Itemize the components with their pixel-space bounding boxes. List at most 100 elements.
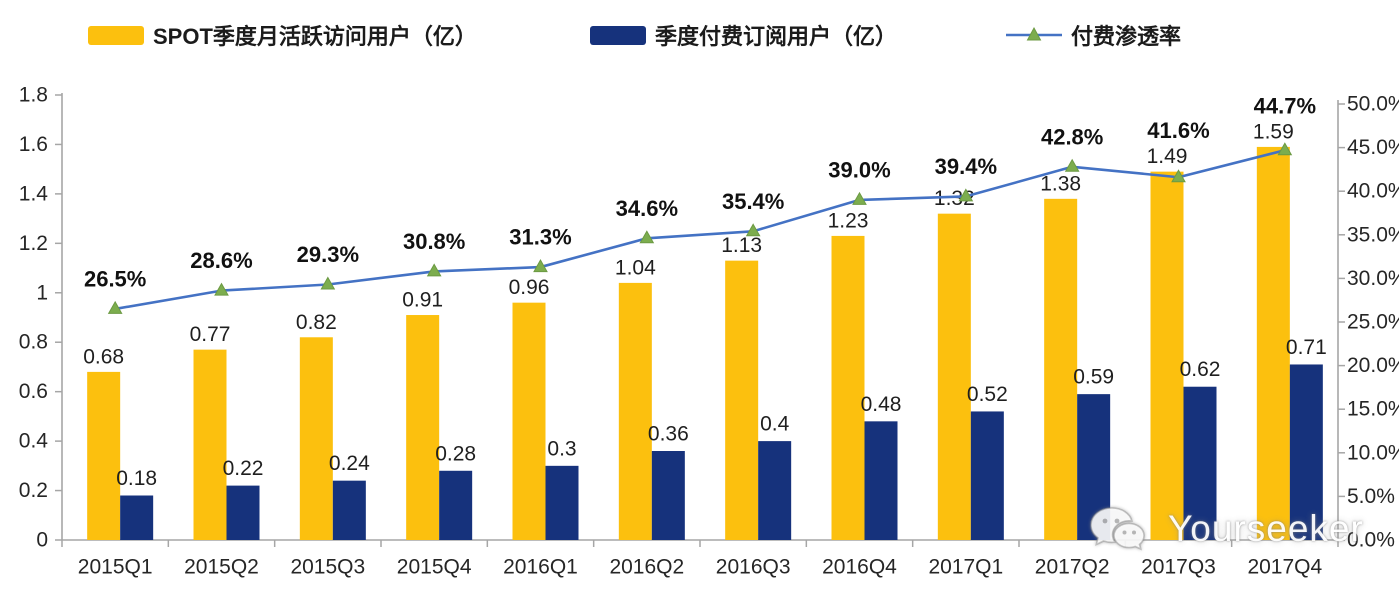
- bar-subscribers-2015Q4: [439, 470, 473, 540]
- x-axis-label: 2015Q1: [78, 556, 153, 579]
- penetration-marker-2015Q3: [320, 276, 336, 290]
- bar-subscribers-2015Q1: [120, 495, 154, 540]
- bar-subscribers-2016Q1: [545, 465, 579, 540]
- bar-mau-2016Q2: [618, 282, 652, 540]
- penetration-marker-2016Q4: [852, 191, 867, 205]
- mau-value-label: 0.96: [509, 276, 550, 299]
- penetration-marker-2017Q1: [958, 188, 974, 202]
- bar-subscribers-2017Q4: [1289, 364, 1323, 540]
- subscribers-value-label: 0.52: [967, 383, 1008, 406]
- mau-value-label: 0.77: [190, 323, 231, 346]
- right-axis-tick-label: 50.0%: [1347, 93, 1399, 116]
- penetration-marker-2015Q2: [214, 282, 229, 296]
- penetration-percent-label: 39.4%: [935, 154, 997, 179]
- penetration-marker-2015Q1: [107, 300, 123, 314]
- left-axis-tick-label: 1.6: [19, 133, 48, 156]
- subscribers-value-label: 0.48: [861, 393, 902, 416]
- bar-subscribers-2015Q3: [332, 480, 366, 540]
- mau-legend-swatch: [88, 25, 144, 45]
- left-axis-tick-label: 1.4: [19, 182, 49, 205]
- penetration-percent-label: 31.3%: [509, 225, 571, 250]
- bar-mau-2015Q1: [87, 371, 121, 540]
- x-axis-label: 2016Q1: [503, 556, 578, 579]
- right-axis-tick-label: 35.0%: [1347, 223, 1399, 246]
- left-axis-tick-label: 1.2: [19, 232, 48, 255]
- left-axis-tick-label: 0.6: [19, 380, 48, 403]
- penetration-percent-label: 28.6%: [190, 248, 252, 273]
- x-axis-label: 2017Q4: [1247, 556, 1322, 579]
- legend-item-penetration: 付费渗透率: [1006, 19, 1181, 51]
- right-axis-tick-label: 45.0%: [1347, 136, 1399, 159]
- penetration-percent-label: 39.0%: [828, 157, 890, 182]
- right-axis-tick-label: 40.0%: [1347, 180, 1399, 203]
- subscribers-value-label: 0.36: [648, 423, 689, 446]
- x-axis-label: 2017Q3: [1141, 556, 1216, 579]
- bar-mau-2015Q2: [193, 349, 227, 540]
- bar-subscribers-2016Q2: [651, 451, 685, 540]
- left-axis-tick-label: 1: [36, 281, 48, 304]
- penetration-percent-label: 26.5%: [84, 266, 146, 291]
- mau-value-label: 0.82: [296, 311, 337, 334]
- penetration-percent-label: 44.7%: [1254, 93, 1316, 118]
- right-axis-tick-label: 20.0%: [1347, 354, 1399, 377]
- subscribers-value-label: 0.59: [1073, 366, 1114, 389]
- mau-legend-label: SPOT季度月活跃访问用户（亿）: [153, 24, 477, 49]
- subscribers-value-label: 0.3: [547, 437, 576, 460]
- penetration-marker-2017Q3: [1171, 169, 1186, 183]
- left-axis-tick-label: 0.2: [19, 479, 48, 502]
- subscribers-value-label: 0.24: [329, 452, 370, 475]
- x-axis-label: 2017Q1: [928, 556, 1003, 579]
- mau-value-label: 0.91: [402, 289, 443, 312]
- legend-item-subscribers: 季度付费订阅用户（亿）: [590, 19, 897, 51]
- bar-mau-2016Q1: [512, 302, 546, 540]
- penetration-marker-2017Q2: [1064, 158, 1080, 172]
- x-axis-label: 2016Q2: [609, 556, 684, 579]
- subscribers-value-label: 0.62: [1180, 358, 1221, 381]
- right-axis-tick-label: 25.0%: [1347, 311, 1399, 334]
- right-axis-tick-label: 15.0%: [1347, 398, 1399, 421]
- subscribers-value-label: 0.71: [1286, 336, 1327, 359]
- penetration-percent-label: 35.4%: [722, 189, 784, 214]
- x-axis-label: 2015Q2: [184, 556, 259, 579]
- left-axis-tick-label: 0.4: [19, 430, 49, 453]
- x-axis-label: 2015Q4: [397, 556, 472, 579]
- bar-mau-2017Q2: [1044, 198, 1078, 541]
- penetration-percent-label: 34.6%: [616, 196, 678, 221]
- penetration-marker-2017Q4: [1277, 142, 1293, 156]
- subscribers-legend-swatch: [590, 25, 646, 45]
- penetration-legend-swatch: [1006, 26, 1062, 41]
- penetration-marker-2016Q1: [533, 259, 548, 273]
- bar-mau-2015Q4: [406, 315, 440, 540]
- mau-value-label: 1.38: [1040, 172, 1081, 195]
- x-axis-label: 2016Q3: [716, 556, 791, 579]
- mau-value-label: 0.68: [83, 345, 124, 368]
- x-axis-label: 2015Q3: [290, 556, 365, 579]
- bar-subscribers-2017Q3: [1183, 386, 1217, 540]
- mau-value-label: 1.23: [828, 209, 869, 232]
- x-axis-label: 2017Q2: [1035, 556, 1110, 579]
- right-axis-tick-label: 30.0%: [1347, 267, 1399, 290]
- bar-subscribers-2017Q1: [970, 411, 1004, 540]
- right-axis-tick-label: 0.0%: [1347, 529, 1395, 552]
- penetration-percent-label: 29.3%: [297, 242, 359, 267]
- bar-subscribers-2015Q2: [226, 485, 260, 540]
- penetration-percent-label: 42.8%: [1041, 124, 1103, 149]
- subscribers-value-label: 0.22: [223, 457, 264, 480]
- subscribers-legend-label: 季度付费订阅用户（亿）: [655, 24, 898, 49]
- bar-mau-2017Q3: [1150, 171, 1184, 540]
- x-axis-label: 2016Q4: [822, 556, 897, 579]
- right-axis-tick-label: 10.0%: [1347, 441, 1399, 464]
- penetration-legend-label: 付费渗透率: [1071, 24, 1182, 49]
- left-axis-tick-label: 0: [36, 529, 48, 552]
- bar-mau-2017Q4: [1256, 146, 1290, 540]
- penetration-line: [114, 148, 1286, 311]
- mau-value-label: 1.13: [721, 234, 762, 257]
- subscribers-value-label: 0.4: [760, 413, 790, 436]
- bar-subscribers-2017Q2: [1077, 394, 1111, 540]
- penetration-marker-2016Q2: [639, 230, 655, 244]
- bar-mau-2015Q3: [299, 337, 333, 540]
- subscribers-value-label: 0.28: [435, 442, 476, 465]
- mau-value-label: 1.59: [1253, 120, 1294, 143]
